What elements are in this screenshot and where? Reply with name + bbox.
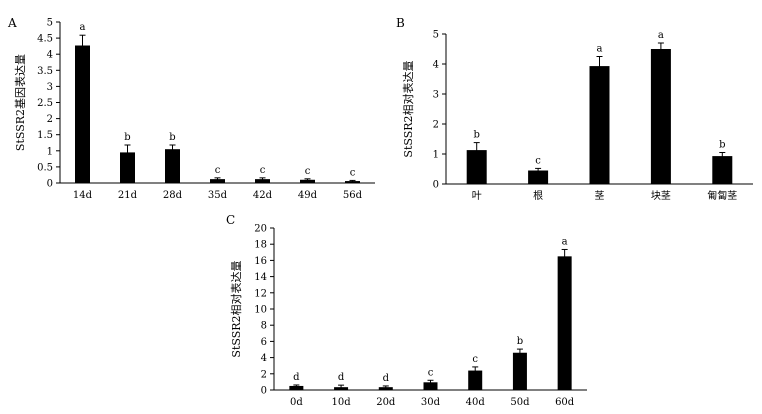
x-tick-label: 28d bbox=[163, 190, 183, 201]
x-tick-label: 块茎 bbox=[651, 190, 671, 202]
x-tick-label: 21d bbox=[118, 190, 138, 201]
significance-label: d bbox=[293, 372, 300, 383]
significance-label: c bbox=[350, 167, 356, 178]
x-tick-label: 0d bbox=[290, 397, 303, 408]
significance-label: a bbox=[80, 22, 86, 33]
significance-label: a bbox=[658, 30, 664, 41]
bar bbox=[289, 385, 304, 390]
bar bbox=[120, 152, 135, 183]
y-tick-label: 1 bbox=[47, 146, 53, 157]
x-tick-label: 30d bbox=[421, 397, 441, 408]
y-tick-label: 1 bbox=[433, 150, 439, 161]
x-tick-label: 49d bbox=[298, 190, 318, 201]
panel-b: B StSSR2相对表达量 0 1 2 3 4 5 b 叶 c 根 a 茎 a 块茎 b 匍匐茎 bbox=[396, 16, 753, 202]
y-tick-label: 0 bbox=[47, 179, 53, 190]
y-tick-label: 1.5 bbox=[37, 130, 53, 141]
y-tick-label: 2 bbox=[261, 369, 267, 380]
x-tick-label: 35d bbox=[208, 190, 228, 201]
y-axis-label: StSSR2相对表达量 bbox=[229, 260, 243, 357]
y-tick-label: 6 bbox=[261, 337, 267, 348]
bar bbox=[210, 179, 225, 183]
x-tick-label: 42d bbox=[253, 190, 273, 201]
y-tick-label: 3.5 bbox=[37, 66, 53, 77]
bar bbox=[345, 181, 360, 183]
y-tick-label: 0 bbox=[433, 180, 439, 191]
y-tick-label: 4.5 bbox=[37, 34, 53, 45]
significance-label: d bbox=[338, 372, 345, 383]
y-tick-label: 0.5 bbox=[37, 162, 53, 173]
y-tick-label: 4 bbox=[433, 60, 439, 71]
bar bbox=[528, 170, 549, 184]
x-tick-label: 10d bbox=[332, 397, 352, 408]
y-tick-label: 2.5 bbox=[37, 98, 53, 109]
bar bbox=[255, 179, 270, 183]
y-tick-label: 4 bbox=[47, 50, 53, 61]
bar bbox=[423, 382, 438, 390]
y-tick-label: 12 bbox=[254, 288, 267, 299]
bar bbox=[300, 179, 315, 183]
y-tick-label: 8 bbox=[261, 321, 267, 332]
y-tick-label: 2 bbox=[433, 120, 439, 131]
bar bbox=[650, 49, 671, 184]
y-tick-label: 18 bbox=[254, 240, 267, 251]
x-tick-label: 根 bbox=[533, 189, 543, 202]
y-tick-label: 20 bbox=[254, 224, 267, 235]
y-tick-label: 3 bbox=[433, 90, 439, 101]
significance-label: a bbox=[562, 236, 568, 247]
significance-label: d bbox=[383, 373, 390, 384]
bar bbox=[165, 149, 180, 183]
x-tick-label: 40d bbox=[466, 397, 486, 408]
x-tick-label: 匍匐茎 bbox=[707, 189, 737, 202]
x-tick-label: 50d bbox=[510, 397, 530, 408]
x-tick-label: 14d bbox=[73, 190, 93, 201]
bar bbox=[378, 387, 393, 390]
x-tick-label: 56d bbox=[343, 190, 363, 201]
bar bbox=[468, 370, 483, 390]
panel-label: C bbox=[226, 213, 235, 227]
bar bbox=[75, 45, 90, 184]
bar bbox=[466, 150, 487, 184]
significance-label: b bbox=[719, 140, 725, 151]
y-axis-label: StSSR2相对表达量 bbox=[401, 60, 415, 157]
significance-label: c bbox=[305, 166, 311, 177]
bar bbox=[589, 66, 610, 184]
panel-c: CStSSR2相对表达量02468101214161820d0dd10dd20d… bbox=[226, 213, 587, 408]
significance-label: b bbox=[517, 336, 523, 347]
significance-label: c bbox=[472, 354, 478, 365]
y-axis-label: StSSR2基因表达量 bbox=[13, 54, 27, 151]
y-tick-label: 16 bbox=[254, 256, 267, 267]
y-tick-label: 2 bbox=[47, 114, 53, 125]
bar bbox=[557, 256, 572, 390]
bar bbox=[712, 156, 733, 184]
y-tick-label: 4 bbox=[261, 353, 267, 364]
panel-label: A bbox=[7, 16, 17, 30]
significance-label: c bbox=[215, 165, 221, 176]
significance-label: c bbox=[260, 165, 266, 176]
bar bbox=[512, 352, 527, 390]
y-tick-label: 14 bbox=[254, 272, 267, 283]
significance-label: b bbox=[124, 132, 130, 143]
y-tick-label: 5 bbox=[433, 30, 439, 41]
x-tick-label: 茎 bbox=[595, 190, 605, 202]
y-tick-label: 3 bbox=[47, 82, 53, 93]
significance-label: b bbox=[473, 130, 479, 141]
y-tick-label: 5 bbox=[47, 18, 53, 29]
significance-label: c bbox=[535, 155, 541, 166]
x-tick-label: 20d bbox=[376, 397, 396, 408]
y-tick-label: 10 bbox=[254, 305, 267, 316]
x-tick-label: 叶 bbox=[472, 190, 482, 202]
significance-label: a bbox=[597, 44, 603, 55]
panel-a: A StSSR2基因表达量 0 0.5 1 1.5 2 2.5 3 3.5 4 4.5 5 a 14d b 21… bbox=[7, 16, 375, 201]
y-tick-label: 0 bbox=[261, 386, 267, 397]
significance-label: c bbox=[428, 367, 434, 378]
panel-label: B bbox=[396, 16, 405, 30]
significance-label: b bbox=[169, 132, 175, 143]
x-tick-label: 60d bbox=[555, 397, 575, 408]
